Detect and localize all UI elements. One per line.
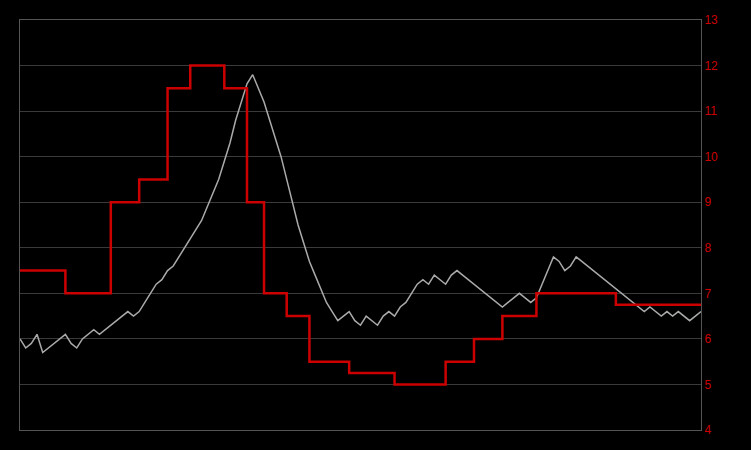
svg-text:9: 9 [704,195,711,209]
svg-text:6: 6 [704,332,711,346]
svg-text:7: 7 [704,287,711,301]
svg-text:5: 5 [704,378,711,392]
svg-text:13: 13 [704,13,718,27]
svg-text:11: 11 [704,104,717,118]
svg-text:12: 12 [704,59,718,73]
svg-text:4: 4 [704,423,711,437]
svg-text:10: 10 [704,150,718,164]
svg-text:8: 8 [704,241,711,255]
